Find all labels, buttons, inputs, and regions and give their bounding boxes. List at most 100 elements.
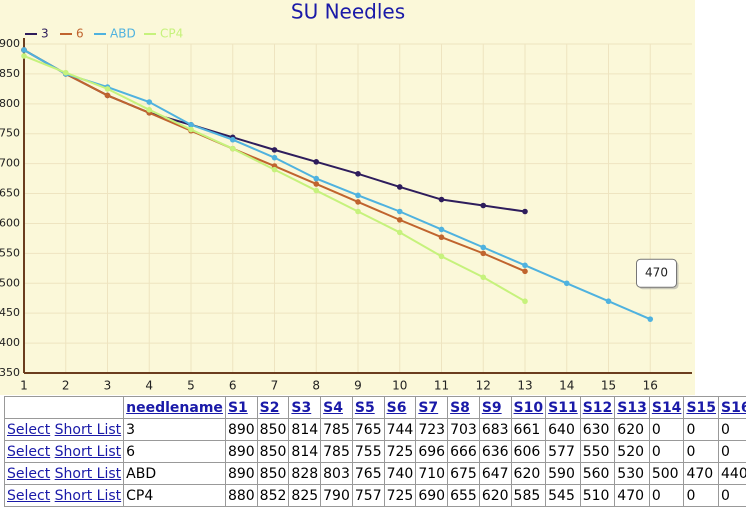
value-cell: 803 (320, 462, 353, 485)
data-table: needlename S1 S2 S3 S4 S5 S6 S7 S8 S9 S10 S11 S12 S13… (3, 396, 746, 507)
action-link[interactable]: Short List (54, 465, 122, 482)
y-tick-label: 900 (0, 37, 20, 50)
sort-link[interactable]: S10 (513, 399, 544, 416)
value-cell: 550 (579, 440, 616, 463)
table-row: Select Short List 3 890 850 814 785 765 744 723 7… (3, 418, 746, 441)
sort-link[interactable]: S2 (259, 399, 280, 416)
header-cell: S3 (288, 396, 322, 419)
sort-link[interactable]: S5 (354, 399, 375, 416)
header-cell: S12 (579, 396, 616, 419)
value-cell: 640 (545, 418, 581, 441)
data-point (522, 268, 528, 275)
value-cell: 545 (545, 484, 581, 507)
sort-link[interactable]: S11 (548, 399, 578, 416)
table-row: Select Short List 6 890 850 814 785 755 725 696 6… (3, 440, 746, 463)
header-row: needlename S1 S2 S3 S4 S5 S6 S7 S8 S9 S10 S11 S12 S13… (3, 396, 746, 419)
value-cell: 530 (614, 462, 650, 485)
data-point (522, 208, 528, 215)
data-point (396, 229, 403, 236)
value-cell: 710 (415, 462, 449, 485)
value-cell: 585 (510, 484, 547, 507)
sort-link[interactable]: S14 (651, 399, 682, 416)
value-cell: 890 (224, 418, 258, 441)
action-link[interactable]: Short List (54, 443, 122, 460)
sort-link[interactable]: S15 (686, 399, 717, 416)
action-link[interactable]: Select (7, 443, 51, 460)
value-cell: 0 (683, 440, 720, 463)
x-tick-label: 8 (312, 379, 320, 393)
sort-link[interactable]: S7 (418, 399, 439, 416)
header-cell: S15 (683, 396, 720, 419)
data-point (313, 175, 320, 182)
data-point (563, 280, 570, 287)
header-cell: S9 (478, 396, 512, 419)
value-cell: 814 (288, 418, 322, 441)
value-cell: 890 (224, 440, 258, 463)
x-tick-label: 9 (354, 379, 362, 393)
header-cell: S14 (648, 396, 685, 419)
value-cell: 620 (478, 484, 512, 507)
y-tick-label: 450 (0, 306, 20, 319)
data-point (480, 244, 487, 251)
sort-link[interactable]: S16 (721, 399, 746, 416)
header-cell: needlename (123, 396, 226, 419)
header-cell: S5 (351, 396, 385, 419)
value-cell: 696 (415, 440, 449, 463)
action-link[interactable]: Select (7, 487, 51, 504)
value-cell: 723 (415, 418, 449, 441)
x-tick-label: 4 (145, 379, 153, 393)
value-cell: 590 (545, 462, 581, 485)
data-point (355, 171, 361, 177)
sort-link[interactable]: needlename (126, 399, 223, 416)
y-tick-label: 800 (0, 97, 20, 110)
value-cell: 765 (351, 418, 385, 441)
x-tick-label: 5 (187, 379, 195, 393)
x-tick-label: 2 (62, 379, 70, 393)
y-tick-label: 750 (0, 127, 20, 140)
value-cell: 740 (383, 462, 417, 485)
value-cell: 850 (256, 462, 290, 485)
legend-label: ABD (110, 27, 136, 41)
sort-link[interactable]: S3 (291, 399, 312, 416)
data-point (62, 69, 69, 76)
value-cell: 757 (351, 484, 385, 507)
value-cell: 620 (614, 418, 650, 441)
value-cell: 683 (478, 418, 512, 441)
data-point (522, 298, 528, 305)
y-tick-label: 700 (0, 157, 20, 170)
value-cell: 765 (351, 462, 385, 485)
data-point (104, 86, 111, 92)
header-cell: S6 (383, 396, 417, 419)
header-cell: S13 (614, 396, 650, 419)
value-cell: 880 (224, 484, 258, 507)
value-cell: 577 (545, 440, 581, 463)
action-link[interactable]: Short List (54, 421, 122, 438)
value-cell: 825 (288, 484, 322, 507)
value-cell: 470 (614, 484, 650, 507)
data-point (396, 217, 403, 223)
sort-link[interactable]: S12 (582, 399, 613, 416)
data-point (480, 250, 487, 257)
table-row: Select Short List ABD 890 850 828 803 765 740 71… (3, 462, 746, 485)
value-cell: 0 (718, 440, 746, 463)
value-cell: 0 (718, 418, 746, 441)
sort-link[interactable]: S1 (227, 399, 248, 416)
sort-link[interactable]: S8 (450, 399, 470, 416)
name-cell: 3 (123, 418, 226, 441)
action-link[interactable]: Short List (54, 487, 122, 504)
value-cell: 0 (648, 440, 685, 463)
sort-link[interactable]: S4 (323, 399, 343, 416)
value-cell: 690 (415, 484, 449, 507)
sort-link[interactable]: S9 (481, 399, 502, 416)
value-cell: 703 (447, 418, 480, 441)
data-point (355, 192, 361, 199)
sort-link[interactable]: S6 (386, 399, 407, 416)
legend-label: CP4 (160, 27, 183, 41)
value-cell: 0 (683, 418, 720, 441)
value-cell: 890 (224, 462, 258, 485)
name-cell: CP4 (123, 484, 226, 507)
action-link[interactable]: Select (7, 421, 51, 438)
action-link[interactable]: Select (7, 465, 51, 482)
sort-link[interactable]: S13 (617, 399, 647, 416)
